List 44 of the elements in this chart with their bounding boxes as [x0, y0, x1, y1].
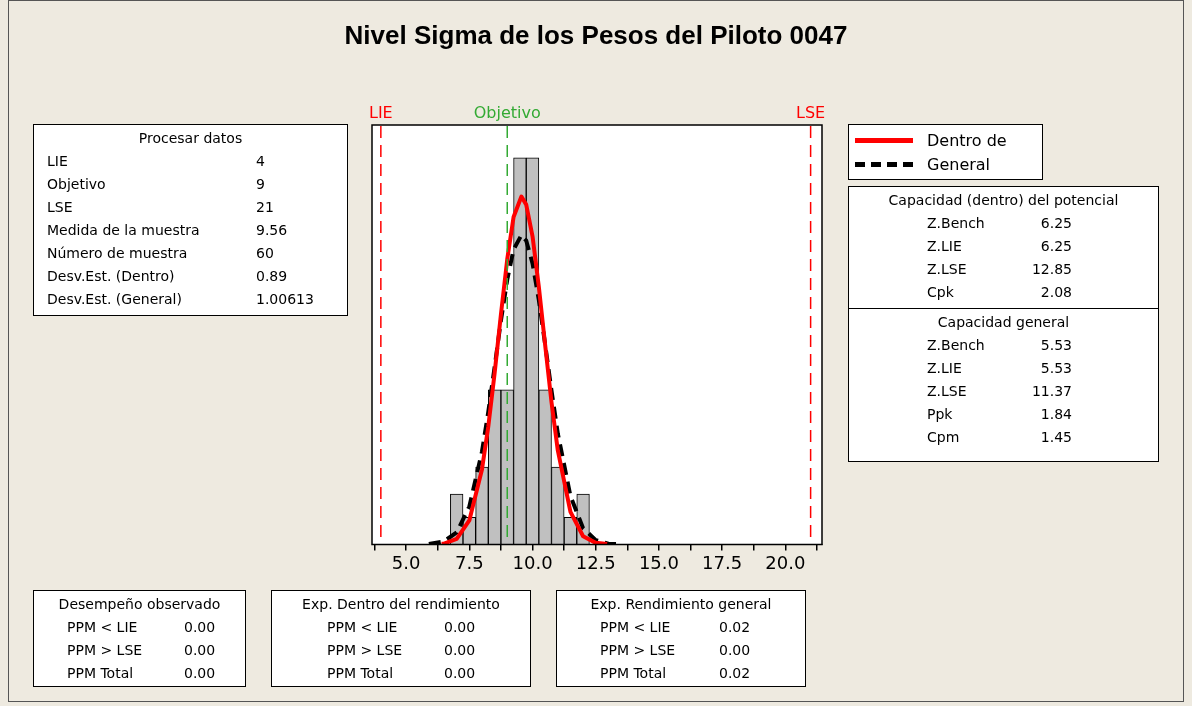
legend-label: Dentro de [927, 130, 1007, 150]
x-tick-label: 15.0 [638, 551, 679, 573]
text: Desv.Est. (General) 1.00613 [47, 291, 314, 307]
ref-line-label: Objetivo [473, 103, 541, 123]
text: Procesar datos [137, 129, 244, 148]
text: Objetivo 9 [47, 176, 265, 192]
text: Capacidad general [936, 313, 1071, 332]
text: PPM Total 0.00 [67, 665, 216, 681]
text: Desempeño observado [57, 595, 222, 614]
chart-title: Nivel Sigma de los Pesos del Piloto 0047 [343, 20, 849, 51]
ref-line-label: LSE [796, 103, 826, 123]
legend-label: General [927, 154, 991, 174]
x-tick-label: 10.0 [512, 551, 553, 573]
text: Exp. Rendimiento general [589, 595, 773, 614]
text: PPM > LSE 0.00 [327, 642, 476, 658]
text: Z.Bench 5.53 [927, 337, 1072, 353]
text: PPM < LIE 0.02 [600, 619, 751, 635]
x-tick-label: 20.0 [765, 551, 806, 573]
text: Exp. Dentro del rendimiento [301, 595, 501, 614]
text: Z.Bench 6.25 [927, 215, 1072, 231]
text: PPM < LIE 0.00 [67, 619, 216, 635]
text: Z.LIE 6.25 [927, 238, 1072, 254]
text: PPM > LSE 0.00 [67, 642, 216, 658]
text: PPM > LSE 0.00 [600, 642, 751, 658]
ref-line-label: LIE [368, 103, 393, 123]
text: Cpk 2.08 [927, 284, 1072, 300]
x-tick-label: 12.5 [575, 551, 616, 573]
text: PPM Total 0.00 [327, 665, 476, 681]
text: Medida de la muestra 9.56 [47, 222, 288, 238]
text: Z.LIE 5.53 [927, 360, 1072, 376]
text: PPM Total 0.02 [600, 665, 751, 681]
text: LSE 21 [47, 199, 274, 215]
text: Desv.Est. (Dentro) 0.89 [47, 268, 288, 284]
x-tick-label: 7.5 [455, 551, 484, 573]
text: PPM < LIE 0.00 [327, 619, 476, 635]
text: Número de muestra 60 [47, 245, 274, 261]
text: Z.LSE 11.37 [927, 383, 1072, 399]
text: Capacidad (dentro) del potencial [887, 191, 1120, 210]
text: Ppk 1.84 [927, 406, 1072, 422]
text: LIE 4 [47, 153, 265, 169]
text: Z.LSE 12.85 [927, 261, 1072, 277]
x-tick-label: 5.0 [391, 551, 421, 573]
text: Cpm 1.45 [927, 429, 1072, 445]
x-tick-label: 17.5 [702, 551, 743, 573]
